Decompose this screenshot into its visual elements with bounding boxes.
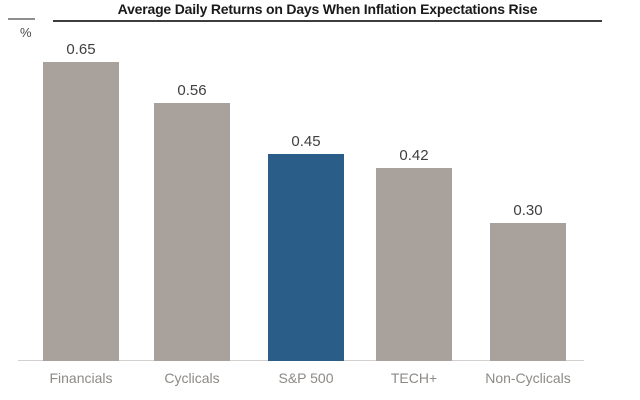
category-label-non-cyclicals: Non-Cyclicals [485, 370, 571, 386]
header-rule-left [8, 18, 35, 20]
category-label-s-p-500: S&P 500 [278, 370, 334, 386]
bar-financials [43, 62, 119, 361]
category-label-financials: Financials [49, 370, 113, 386]
value-label-tech: 0.42 [399, 147, 429, 164]
y-axis-unit-label: % [20, 25, 32, 40]
chart-title: Average Daily Returns on Days When Infla… [53, 1, 602, 22]
category-label-cyclicals: Cyclicals [164, 370, 220, 386]
bar-tech [376, 168, 452, 361]
bar-s-p-500 [268, 154, 344, 361]
value-label-s-p-500: 0.45 [291, 133, 321, 150]
value-label-cyclicals: 0.56 [177, 82, 207, 99]
category-label-tech: TECH+ [390, 370, 438, 386]
bar-non-cyclicals [490, 223, 566, 361]
value-label-financials: 0.65 [66, 41, 96, 58]
value-label-non-cyclicals: 0.30 [513, 202, 543, 219]
bar-cyclicals [154, 103, 230, 361]
